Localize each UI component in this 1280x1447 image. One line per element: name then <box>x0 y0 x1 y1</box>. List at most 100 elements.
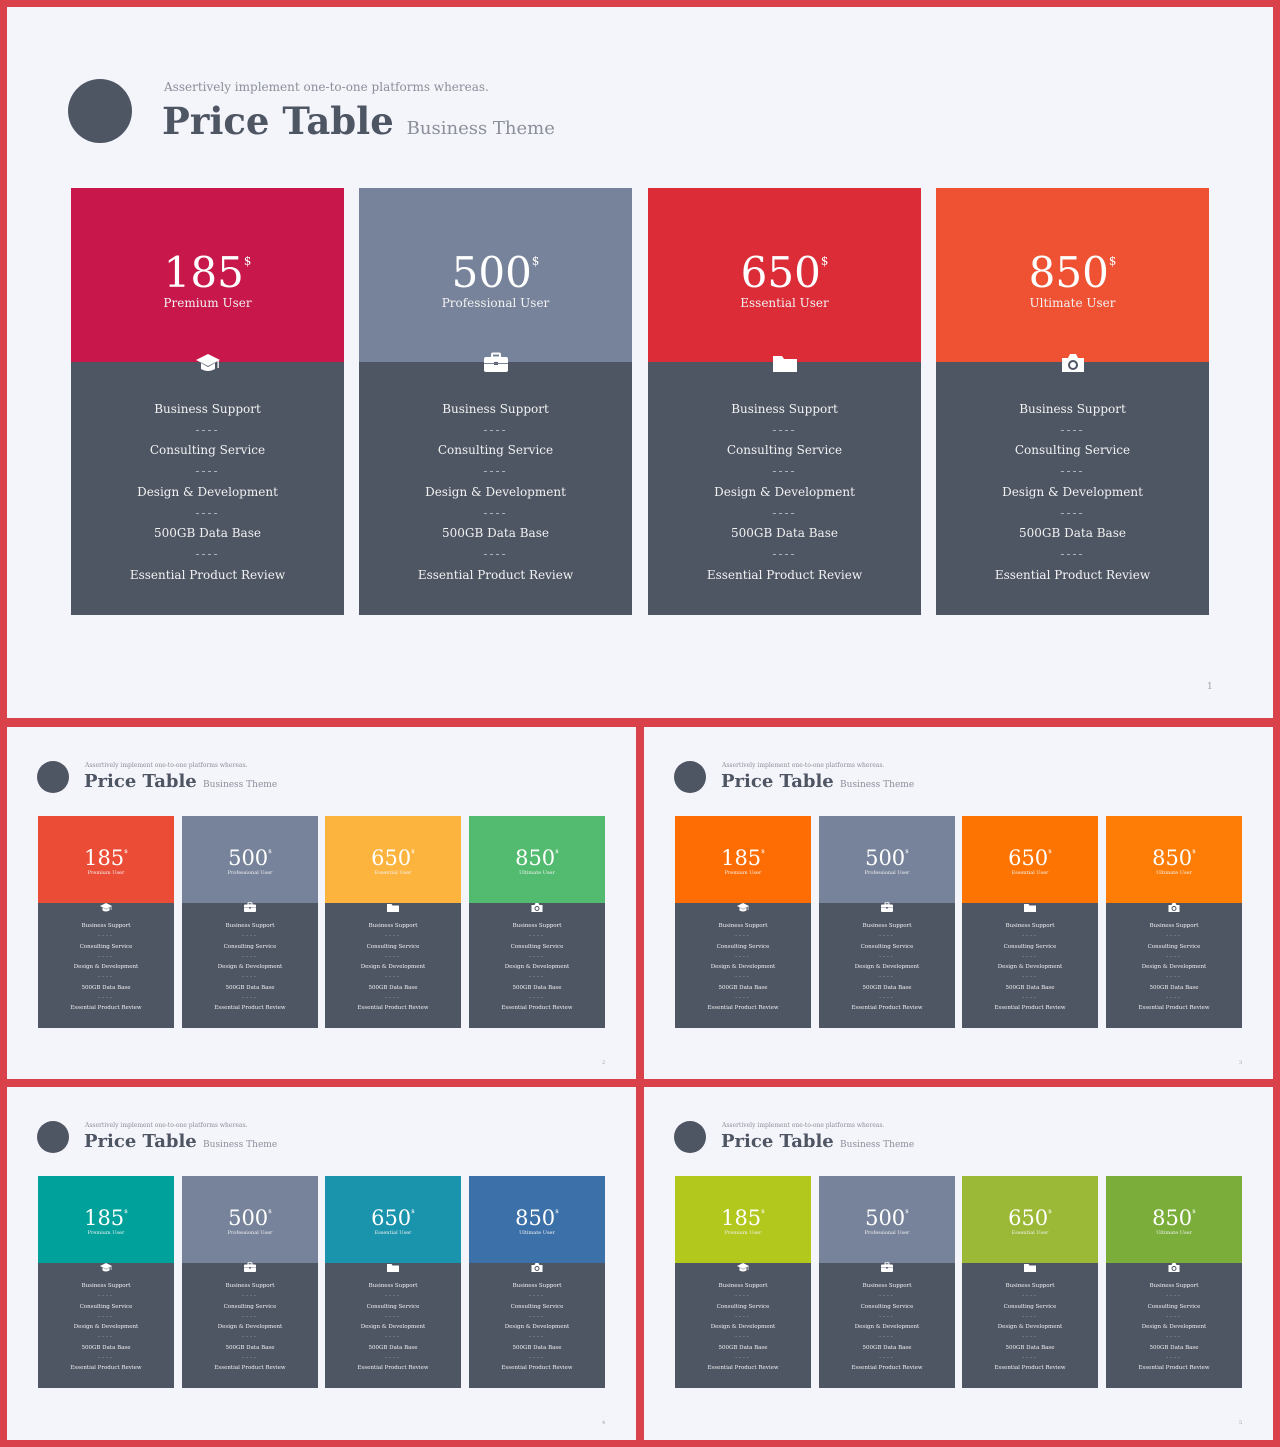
camera-icon <box>531 898 544 912</box>
feature-item: Essential Product Review <box>70 1365 142 1372</box>
price-value: 650$ <box>325 846 461 870</box>
feature-separator: ---- <box>1166 995 1182 1002</box>
feature-item: Business Support <box>368 923 418 929</box>
feature-item: Business Support <box>1005 1283 1055 1289</box>
feature-item: Business Support <box>512 923 562 929</box>
feature-item: Business Support <box>81 923 131 929</box>
price-card-header: 500$ Professional User <box>819 816 955 903</box>
feature-item: Consulting Service <box>726 443 843 458</box>
feature-separator: ---- <box>879 933 895 940</box>
title-main: Price Table <box>721 1131 834 1152</box>
feature-item: Essential Product Review <box>70 1005 142 1012</box>
feature-item: Design & Development <box>504 964 570 971</box>
tier-name: Essential User <box>1011 1230 1049 1236</box>
price-card: 850$ Ultimate User Business Support ---- Con… <box>1106 1176 1242 1388</box>
feature-separator: ---- <box>1022 933 1038 940</box>
tier-name: Premium User <box>163 296 252 310</box>
feature-item: Design & Development <box>217 1324 283 1331</box>
currency-symbol: $ <box>555 1208 559 1215</box>
price-amount: 185 <box>163 248 244 297</box>
page-title: Price Table Business Theme <box>84 1131 277 1152</box>
feature-list: Business Support ---- Consulting Service --… <box>1106 1281 1242 1374</box>
feature-item: Business Support <box>718 923 768 929</box>
feature-item: Consulting Service <box>510 1303 564 1310</box>
price-card: 650$ Essential User Business Support ---- Co… <box>325 1176 461 1388</box>
feature-item: 500GB Data Base <box>154 526 261 541</box>
feature-separator: ---- <box>195 505 220 520</box>
feature-separator: ---- <box>879 1334 895 1341</box>
price-card-header: 500$ Professional User <box>819 1176 955 1263</box>
price-amount: 850 <box>1152 1206 1193 1230</box>
feature-item: Consulting Service <box>1003 1303 1057 1310</box>
price-value: 650$ <box>962 846 1098 870</box>
currency-symbol: $ <box>555 848 559 855</box>
graduation-cap-icon <box>100 898 113 912</box>
feature-separator: ---- <box>529 974 545 981</box>
feature-item: Business Support <box>718 1283 768 1289</box>
tier-name: Premium User <box>87 1230 125 1236</box>
feature-item: Essential Product Review <box>1138 1365 1210 1372</box>
feature-item: Business Support <box>1149 923 1199 929</box>
price-value: 500$ <box>182 1206 318 1230</box>
subtitle: Assertively implement one-to-one platfor… <box>85 1122 248 1129</box>
folder-icon <box>387 1258 400 1272</box>
feature-item: Consulting Service <box>860 943 914 950</box>
price-amount: 500 <box>228 1206 269 1230</box>
currency-symbol: $ <box>411 848 415 855</box>
feature-item: Essential Product Review <box>417 567 574 582</box>
title-main: Price Table <box>84 771 197 792</box>
price-card: 500$ Professional User Business Support ---… <box>182 1176 318 1388</box>
feature-separator: ---- <box>879 953 895 960</box>
currency-symbol: $ <box>268 1208 272 1215</box>
feature-item: 500GB Data Base <box>1005 984 1055 991</box>
feature-separator: ---- <box>385 1313 401 1320</box>
price-card-header: 650$ Essential User <box>962 816 1098 903</box>
tier-name: Professional User <box>864 1230 910 1236</box>
header-circle <box>674 761 706 793</box>
feature-separator: ---- <box>483 546 508 561</box>
feature-item: Essential Product Review <box>707 1365 779 1372</box>
price-amount: 650 <box>1008 1206 1049 1230</box>
price-value: 500$ <box>182 846 318 870</box>
feature-list: Business Support ---- Consulting Service --… <box>359 399 632 585</box>
feature-item: 500GB Data Base <box>731 526 838 541</box>
feature-list: Business Support ---- Consulting Service --… <box>819 921 955 1014</box>
feature-separator: ---- <box>735 1355 751 1362</box>
price-card: 650$ Essential User Business Support ---- Co… <box>962 1176 1098 1388</box>
price-amount: 650 <box>371 846 412 870</box>
title-suffix: Business Theme <box>840 780 915 790</box>
header-circle <box>37 1121 69 1153</box>
page-title: Price Table Business Theme <box>84 771 277 792</box>
currency-symbol: $ <box>268 848 272 855</box>
price-card-header: 850$ Ultimate User <box>936 188 1209 362</box>
price-card: 850$ Ultimate User Business Support ---- Con… <box>936 188 1209 615</box>
feature-separator: ---- <box>1166 1334 1182 1341</box>
feature-item: 500GB Data Base <box>368 1344 418 1351</box>
price-amount: 185 <box>84 846 125 870</box>
feature-separator: ---- <box>242 974 258 981</box>
title-suffix: Business Theme <box>406 118 555 139</box>
feature-list: Business Support ---- Consulting Service --… <box>38 921 174 1014</box>
feature-item: Essential Product Review <box>357 1365 429 1372</box>
price-amount: 850 <box>1028 248 1109 297</box>
page-title: Price Table Business Theme <box>162 99 555 143</box>
feature-separator: ---- <box>1060 464 1085 479</box>
feature-separator: ---- <box>195 464 220 479</box>
feature-item: 500GB Data Base <box>225 1344 275 1351</box>
price-value: 850$ <box>469 1206 605 1230</box>
feature-list: Business Support ---- Consulting Service --… <box>675 921 811 1014</box>
title-main: Price Table <box>84 1131 197 1152</box>
feature-item: Design & Development <box>1141 964 1207 971</box>
price-value: 850$ <box>936 248 1209 297</box>
price-amount: 650 <box>740 248 821 297</box>
feature-item: 500GB Data Base <box>81 1344 131 1351</box>
graduation-cap-icon <box>737 898 750 912</box>
feature-item: Business Support <box>512 1283 562 1289</box>
feature-separator: ---- <box>879 1293 895 1300</box>
camera-icon <box>1168 898 1181 912</box>
page-title: Price Table Business Theme <box>721 771 914 792</box>
feature-separator: ---- <box>1022 1293 1038 1300</box>
feature-item: Consulting Service <box>510 943 564 950</box>
briefcase-icon <box>244 1258 257 1272</box>
feature-item: Design & Development <box>854 1324 920 1331</box>
